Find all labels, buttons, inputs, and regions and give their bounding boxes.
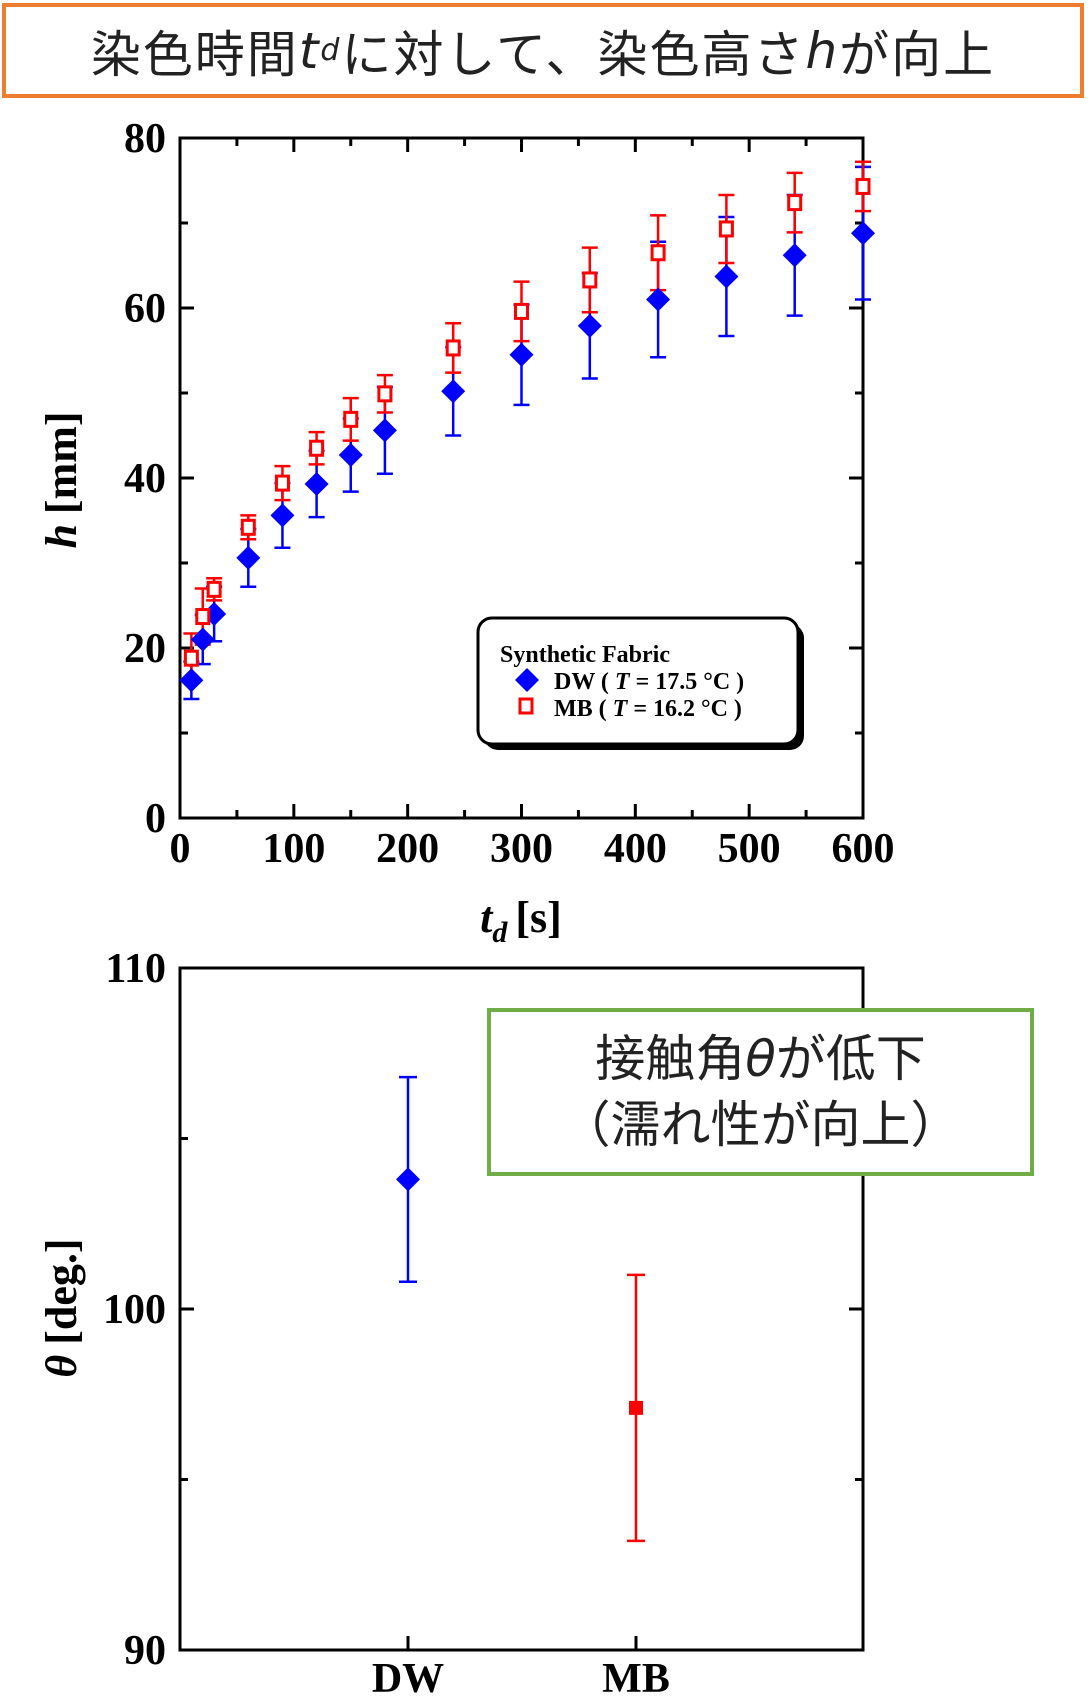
top-y-axis-title: h [mm] [37,411,86,548]
banner-text-before: 染色時間 [90,25,299,84]
banner-var-h: h [805,21,840,80]
top-y-var: h [37,524,86,548]
legend-dw-marker [515,668,539,692]
top-point-mb [195,608,211,626]
top-point-dw [179,668,204,693]
top-point-dw [372,418,397,443]
top-point-dw [646,287,671,312]
top-x-tick-label: 400 [604,826,667,872]
top-point-dw [441,379,466,404]
legend-dw-label: DW ( T = 17.5 °C ) [554,669,744,695]
top-point-mb [445,339,461,357]
top-point-dw [190,627,215,652]
legend-mb-label: MB ( T = 16.2 °C ) [554,696,742,722]
bottom-y-tick-label: 100 [103,1287,166,1333]
bottom-x-tick-label: MB [602,1656,670,1698]
annotation-theta: θ [745,1030,776,1088]
bottom-point-dw [396,1167,420,1192]
legend-mb-var: T [613,696,629,722]
legend-dw-var: T [615,669,631,695]
banner-text-after: が向上 [839,25,996,84]
top-point-mb [787,194,803,212]
top-x-tick-label: 100 [262,826,325,872]
top-y-tick-label: 20 [124,626,166,672]
legend-dw-post: = 17.5 °C ) [630,669,745,695]
bottom-y-tick-label: 110 [105,946,166,992]
bottom-y-axis-title: θ [deg.] [37,1238,86,1377]
banner-title: 染色時間 t d に対して、染色高さ h が向上 [2,3,1084,98]
top-x-tick-label: 200 [376,826,439,872]
top-x-unit: [s] [515,893,561,942]
top-point-dw [236,545,261,570]
legend-box [476,616,800,746]
top-y-tick-label: 60 [124,286,166,332]
top-point-mb [855,177,871,195]
legend-dw-pre: DW ( [554,669,615,695]
annotation-line-2: （濡れ性が向上） [560,1096,961,1154]
top-x-tick-label: 300 [490,826,553,872]
top-point-mb [240,518,256,536]
bottom-y-tick-label: 90 [124,1628,166,1674]
top-x-var: t [480,893,494,942]
top-point-dw [577,313,602,338]
legend-mb-marker [518,697,534,715]
top-point-dw [270,503,295,528]
top-y-tick-label: 40 [124,456,166,502]
top-point-mb [309,439,325,457]
legend-mb-pre: MB ( [554,696,613,722]
top-x-axis-title: td [s] [480,893,562,949]
top-point-mb [514,302,529,320]
top-x-tick-label: 0 [170,826,191,872]
annotation-line-1-before: 接触角 [595,1030,746,1088]
annotation-line-1: 接触角θが低下 [595,1026,926,1092]
annotation-line-1-after: が低下 [775,1030,926,1088]
top-point-mb [718,220,734,238]
banner-text-middle: に対して、染色高さ [341,25,806,84]
top-point-dw [338,443,363,468]
bottom-point-mb [629,1400,643,1415]
top-x-tick-label: 600 [832,826,895,872]
legend: Synthetic Fabric DW ( T = 17.5 °C ) MB (… [476,616,804,750]
top-y-tick-label: 0 [145,796,166,842]
top-point-dw [714,264,739,289]
top-point-mb [343,410,359,428]
top-point-mb [377,385,393,403]
bottom-y-unit: [deg.] [37,1238,86,1344]
top-point-dw [304,471,329,496]
top-point-dw [851,221,875,246]
top-point-mb [274,474,290,492]
top-point-dw [509,342,534,367]
top-x-tick-label: 500 [718,826,781,872]
top-point-mb [206,580,222,598]
bottom-y-var: θ [37,1355,86,1378]
top-y-unit: [mm] [37,411,86,514]
annotation-box: 接触角θが低下 （濡れ性が向上） [487,1008,1034,1176]
banner-var-t-sub: d [320,33,342,68]
top-y-tick-label: 80 [124,116,166,162]
bottom-x-tick-label: DW [372,1656,444,1698]
top-point-mb [183,649,199,667]
top-point-mb [582,271,598,289]
top-x-sub: d [492,916,508,949]
top-point-dw [782,243,807,268]
legend-mb-post: = 16.2 °C ) [627,696,742,722]
legend-title: Synthetic Fabric [500,642,670,668]
banner-var-t: t [298,21,321,80]
top-point-mb [650,244,666,262]
